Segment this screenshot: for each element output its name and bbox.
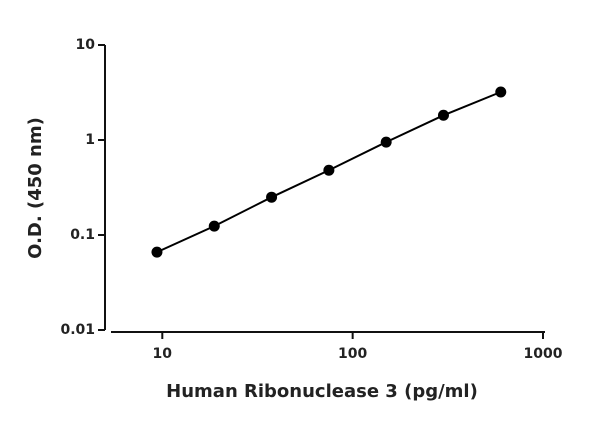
- y-tick-label: 0.01: [60, 322, 95, 338]
- point: [495, 86, 507, 98]
- point: [323, 164, 335, 176]
- point: [266, 191, 278, 203]
- point: [437, 109, 449, 121]
- x-tick-label: 100: [338, 346, 367, 362]
- point: [380, 136, 392, 148]
- x-tick-label: 10: [153, 346, 173, 362]
- point: [151, 246, 163, 258]
- x-axis-title: Human Ribonuclease 3 (pg/ml): [166, 381, 478, 402]
- x-tick-label: 1000: [524, 346, 563, 362]
- point: [208, 220, 220, 232]
- y-tick-label: 1: [85, 132, 95, 148]
- y-tick-label: 0.1: [70, 227, 95, 243]
- y-tick-label: 10: [76, 37, 96, 53]
- y-axis-title: O.D. (450 nm): [25, 117, 46, 259]
